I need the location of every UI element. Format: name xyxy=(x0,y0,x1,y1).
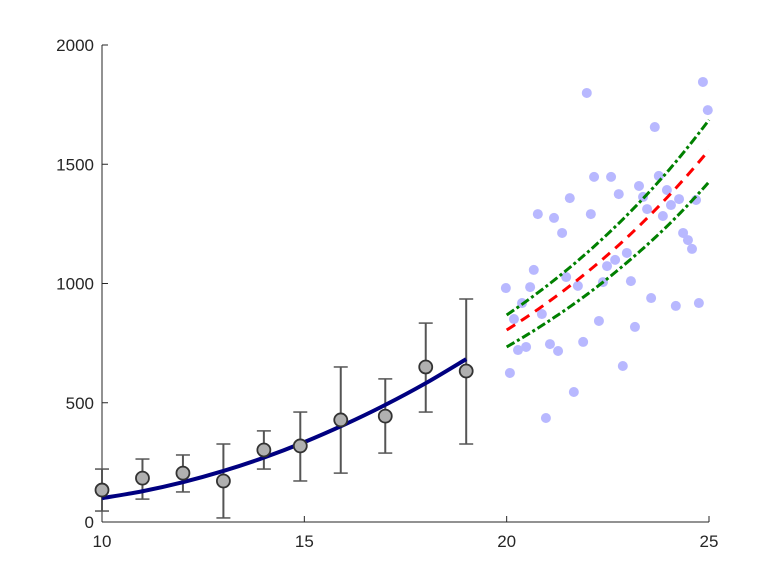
data-marker xyxy=(377,408,393,424)
scatter-point xyxy=(504,367,515,378)
scatter-point xyxy=(561,272,572,283)
scatter-point xyxy=(674,194,685,205)
scatter-point xyxy=(593,315,604,326)
x-tick-label: 15 xyxy=(295,532,314,551)
scatter-point xyxy=(540,413,551,424)
axes: 10 15 20 25 0 500 1000 1500 2000 xyxy=(56,36,718,551)
data-marker xyxy=(256,442,272,458)
scatter-point xyxy=(521,341,532,352)
y-tick-label: 500 xyxy=(66,394,94,413)
data-marker xyxy=(215,473,231,489)
scatter-point xyxy=(657,211,668,222)
scatter-point xyxy=(625,276,636,287)
scatter-point xyxy=(508,314,519,325)
scatter-point xyxy=(500,283,511,294)
scatter-point xyxy=(682,235,693,246)
scatter-point xyxy=(687,243,698,254)
scatter-point xyxy=(670,300,681,311)
scatter-point xyxy=(549,212,560,223)
scatter-point xyxy=(610,254,621,265)
scatter-point xyxy=(693,298,704,309)
scatter-point xyxy=(581,87,592,98)
scatter-point xyxy=(642,204,653,215)
scatter-point xyxy=(578,336,589,347)
data-marker xyxy=(94,482,110,498)
y-tick-label: 0 xyxy=(85,513,94,532)
scatter-point xyxy=(585,209,596,220)
data-marker xyxy=(135,470,150,486)
scatter-point xyxy=(525,282,536,293)
scatter-point xyxy=(568,387,579,398)
scatter-point xyxy=(617,361,628,372)
scatter-point xyxy=(621,247,632,258)
y-tick-label: 2000 xyxy=(56,36,94,55)
scatter-point xyxy=(528,264,539,275)
scatter-point xyxy=(633,180,644,191)
prediction-line xyxy=(505,148,711,332)
scatter-point xyxy=(564,193,575,204)
data-marker xyxy=(458,363,474,379)
scatter-point xyxy=(613,189,624,200)
scatter-point xyxy=(665,200,676,211)
scatter-point xyxy=(702,105,713,116)
scatter-point xyxy=(649,122,660,133)
upper-bound-line xyxy=(505,118,711,317)
data-marker xyxy=(333,412,349,428)
x-tick-label: 20 xyxy=(497,532,516,551)
x-tick-label: 10 xyxy=(93,532,112,551)
plot-area xyxy=(94,76,713,519)
scatter-point xyxy=(606,171,617,182)
scatter-point xyxy=(572,280,583,291)
scatter-point xyxy=(536,309,547,320)
scatter-point xyxy=(646,293,657,304)
scatter-point xyxy=(697,76,708,87)
data-marker xyxy=(418,359,434,375)
x-tick-label: 25 xyxy=(700,532,719,551)
scatter-point xyxy=(678,227,689,238)
y-tick-label: 1000 xyxy=(56,275,94,294)
lower-bound-line xyxy=(505,180,711,349)
scatter-point xyxy=(553,345,564,356)
scatter-point xyxy=(512,345,523,356)
y-tick-label: 1500 xyxy=(56,155,94,174)
scatter-point xyxy=(544,339,555,350)
scatter-point xyxy=(661,185,672,196)
scatter-point xyxy=(557,227,568,238)
scatter-point xyxy=(589,171,600,182)
fit-line xyxy=(101,357,468,501)
scatter-point xyxy=(532,209,543,220)
data-marker xyxy=(292,438,308,454)
data-marker xyxy=(175,465,191,481)
scatter-point xyxy=(602,261,613,272)
scatter-point xyxy=(629,321,640,332)
